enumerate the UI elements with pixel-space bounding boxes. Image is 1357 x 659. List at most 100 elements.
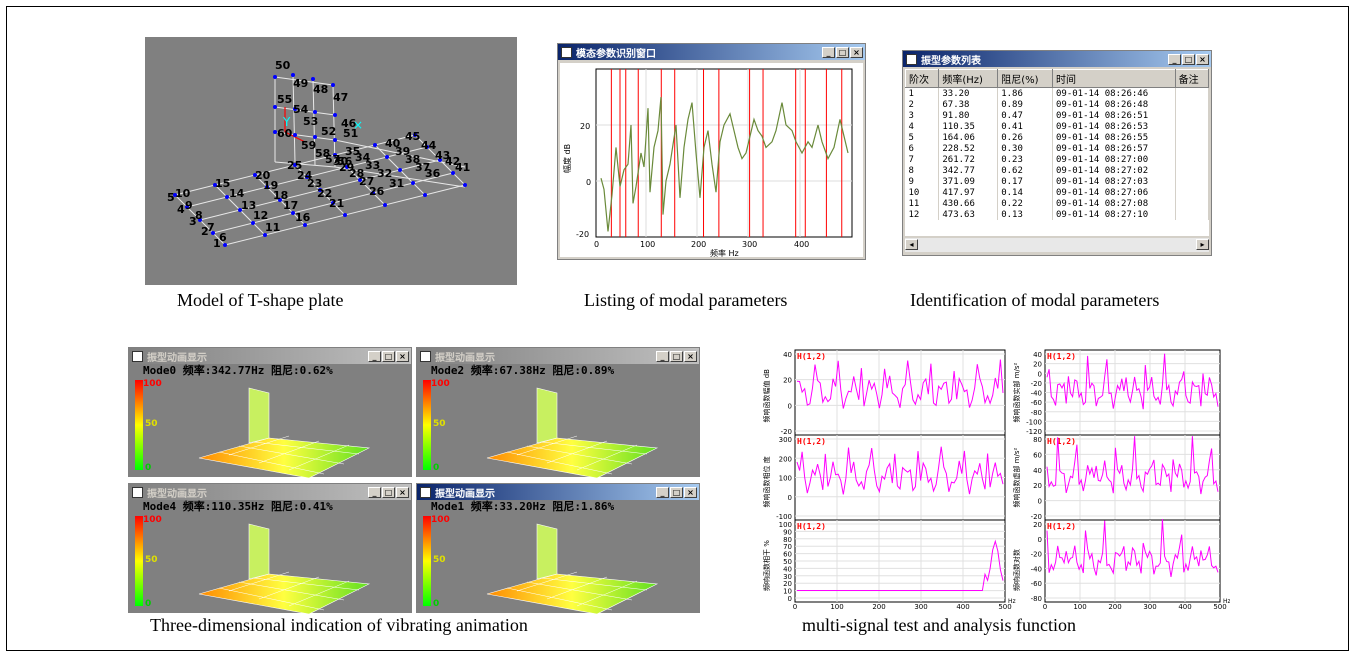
- table-row[interactable]: 2 67.38 0.89 09-01-14 08:26:48: [905, 99, 1209, 110]
- scale-label: 100: [143, 379, 162, 389]
- model-node-label: 13: [241, 199, 256, 212]
- signal-xtick: 100: [1073, 603, 1086, 611]
- table-cell: [1175, 99, 1209, 110]
- table-cell: 0.13: [997, 209, 1053, 220]
- model-node-label: 43: [435, 149, 450, 162]
- animation-title: 振型动画显示: [147, 352, 207, 364]
- model-node-label: 3: [189, 215, 197, 228]
- column-header[interactable]: 时间: [1052, 69, 1176, 88]
- signal-curve: [796, 359, 1004, 409]
- scale-label: 100: [431, 515, 450, 525]
- mode-param-titlebar[interactable]: 振型参数列表 _ □ ×: [903, 51, 1211, 67]
- model-node-label: 34: [355, 151, 371, 164]
- fit-xtick: 400: [794, 240, 809, 249]
- model-node-label: 20: [255, 169, 271, 182]
- table-row[interactable]: 1 33.20 1.86 09-01-14 08:26:46: [905, 87, 1209, 99]
- close-button[interactable]: ×: [684, 350, 697, 362]
- app-icon: [420, 486, 431, 498]
- signal-xunit: Hz: [1008, 598, 1016, 605]
- signal-panel: 40 20 0 -20 H(1,2) 频响函数幅值 dB: [762, 349, 1006, 436]
- column-header[interactable]: 备注: [1174, 69, 1209, 88]
- minimize-button[interactable]: _: [822, 46, 835, 58]
- animation-titlebar[interactable]: 振型动画显示 _ □ ×: [417, 348, 699, 364]
- scroll-left-button[interactable]: ◂: [905, 239, 918, 250]
- table-cell: 228.52: [938, 143, 999, 154]
- mode-animation-window[interactable]: 振型动画显示 _ □ × Mode4 频率:110.35Hz 阻尼:0.41% …: [128, 483, 412, 615]
- close-button[interactable]: ×: [396, 350, 409, 362]
- modal-fit-window[interactable]: 模态参数识别窗口 _ □ × 20 0 -20 0 100 200 300 40…: [557, 43, 866, 260]
- maximize-button[interactable]: □: [836, 46, 849, 58]
- mode-animation-window[interactable]: 振型动画显示 _ □ × Mode1 频率:33.20Hz 阻尼:1.86% 1…: [416, 483, 700, 615]
- maximize-button[interactable]: □: [670, 350, 683, 362]
- maximize-button[interactable]: □: [382, 350, 395, 362]
- column-header[interactable]: 频率(Hz): [938, 69, 999, 88]
- table-row[interactable]: 11 430.66 0.22 09-01-14 08:27:08: [905, 198, 1209, 209]
- signal-tag: H(1,2): [797, 352, 826, 361]
- table-row[interactable]: 9 371.09 0.17 09-01-14 08:27:03: [905, 176, 1209, 187]
- scale-label: 50: [145, 419, 158, 429]
- signal-ytick: -40: [1031, 390, 1042, 398]
- model-node-label: 23: [307, 177, 322, 190]
- model-node-label: 21: [329, 197, 344, 210]
- table-cell: 09-01-14 08:27:03: [1052, 176, 1176, 187]
- minimize-button[interactable]: _: [656, 350, 669, 362]
- signal-ylabel: 频响函数相干 %: [762, 540, 771, 591]
- table-cell: [1175, 110, 1209, 121]
- signal-curve: [1046, 436, 1219, 495]
- signal-ytick: -80: [1031, 595, 1042, 603]
- model-node-label: 56: [337, 155, 353, 168]
- color-scale-bar: [135, 516, 143, 606]
- signal-xtick: 300: [914, 603, 927, 611]
- minimize-button[interactable]: _: [368, 350, 381, 362]
- column-header[interactable]: 阻尼(%): [997, 69, 1053, 88]
- scroll-right-button[interactable]: ▸: [1196, 239, 1209, 250]
- model-node-label: 18: [273, 189, 288, 202]
- mode-animation-window[interactable]: 振型动画显示 _ □ × Mode0 频率:342.77Hz 阻尼:0.62% …: [128, 347, 412, 479]
- close-button[interactable]: ×: [850, 46, 863, 58]
- mode-plate: [198, 437, 371, 479]
- minimize-button[interactable]: _: [1168, 53, 1181, 65]
- close-button[interactable]: ×: [396, 486, 409, 498]
- caption-model: Model of T-shape plate: [177, 290, 344, 310]
- minimize-button[interactable]: _: [368, 486, 381, 498]
- table-row[interactable]: 10 417.97 0.14 09-01-14 08:27:06: [905, 187, 1209, 198]
- table-row[interactable]: 3 91.80 0.47 09-01-14 08:26:51: [905, 110, 1209, 121]
- table-row[interactable]: 12 473.63 0.13 09-01-14 08:27:10: [905, 209, 1209, 220]
- table-cell: 7: [905, 154, 940, 165]
- table-cell: [1175, 198, 1209, 209]
- table-row[interactable]: 8 342.77 0.62 09-01-14 08:27:02: [905, 165, 1209, 176]
- maximize-button[interactable]: □: [670, 486, 683, 498]
- mode-param-table-area: 阶次 频率(Hz) 阻尼(%) 时间 备注 1 33.20 1.86 09-01-14 08:…: [905, 69, 1209, 236]
- animation-titlebar[interactable]: 振型动画显示 _ □ ×: [129, 484, 411, 500]
- close-button[interactable]: ×: [1196, 53, 1209, 65]
- table-row[interactable]: 5 164.06 0.26 09-01-14 08:26:55: [905, 132, 1209, 143]
- signal-ytick: 100: [779, 521, 792, 529]
- horizontal-scrollbar[interactable]: ◂ ▸: [905, 238, 1209, 252]
- mode-animation-window[interactable]: 振型动画显示 _ □ × Mode2 频率:67.38Hz 阻尼:0.89% 1…: [416, 347, 700, 479]
- maximize-button[interactable]: □: [1182, 53, 1195, 65]
- model-node-label: 19: [263, 179, 278, 192]
- signal-xtick: 500: [998, 603, 1011, 611]
- maximize-button[interactable]: □: [382, 486, 395, 498]
- animation-titlebar[interactable]: 振型动画显示 _ □ ×: [417, 484, 699, 500]
- mode-plate: [486, 573, 659, 615]
- column-header[interactable]: 阶次: [905, 69, 940, 88]
- mode-param-window[interactable]: 振型参数列表 _ □ × 阶次 频率(Hz) 阻尼(%) 时间 备注 1 33.20 1.8…: [902, 50, 1212, 256]
- model-node-label: 14: [229, 187, 245, 200]
- close-button[interactable]: ×: [684, 486, 697, 498]
- model-node-label: 45: [405, 130, 420, 143]
- table-row[interactable]: 6 228.52 0.30 09-01-14 08:26:57: [905, 143, 1209, 154]
- animation-titlebar[interactable]: 振型动画显示 _ □ ×: [129, 348, 411, 364]
- signal-ytick: 10: [783, 588, 792, 596]
- table-row[interactable]: 4 110.35 0.41 09-01-14 08:26:53: [905, 121, 1209, 132]
- animation-title: 振型动画显示: [435, 352, 495, 364]
- mode-shape-svg: 100 50 0: [135, 379, 371, 479]
- minimize-button[interactable]: _: [656, 486, 669, 498]
- table-cell: 5: [905, 132, 940, 143]
- table-row[interactable]: 7 261.72 0.23 09-01-14 08:27:00: [905, 154, 1209, 165]
- signal-ytick: 20: [1033, 482, 1042, 490]
- model-node-label: 32: [377, 167, 392, 180]
- model-node-label: 47: [333, 91, 348, 104]
- modal-fit-titlebar[interactable]: 模态参数识别窗口 _ □ ×: [558, 44, 865, 60]
